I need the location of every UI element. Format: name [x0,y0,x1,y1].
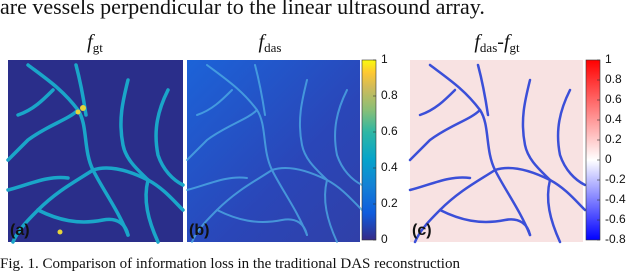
colorbar-tick-label: -0.4 [605,192,626,206]
title-operator: - [497,31,504,53]
title-subscript: das [264,40,281,55]
hotspot [57,229,63,235]
hotspot [80,105,86,111]
panel-title: fdas [259,31,282,55]
colorbar-tick-label: 0.4 [381,160,398,174]
colorbar [585,59,601,241]
title-subscript: gt [93,40,104,55]
colorbar-tick-label: -0.2 [605,172,626,186]
colorbar-tick-label: 0 [605,152,612,166]
colorbar-tick-label: 0.4 [605,112,622,126]
colorbar-tick-label: 0.8 [605,72,622,86]
title-symbol: f [504,31,512,53]
colorbar-tick-label: 0.8 [381,88,398,102]
panel-label: (b) [189,222,209,239]
title-symbol: f [474,31,482,53]
title-subscript: gt [510,40,521,55]
colorbar-tick-label: 0.6 [381,124,398,138]
panel-title: fdas-fgt [474,31,520,55]
panel-title: fgt [87,31,103,55]
title-subscript: das [480,40,497,55]
colorbar-tick-label: -0.6 [605,212,626,226]
header-text: are vessels perpendicular to the linear … [0,0,485,19]
panel-label: (a) [10,222,30,239]
colorbar [361,59,377,241]
colorbar-tick-label: 1 [605,52,612,66]
title-symbol: f [259,31,267,53]
title-symbol: f [87,31,95,53]
panel-label: (c) [412,222,432,239]
colorbar-tick-label: 0 [381,232,388,246]
colorbar-tick-label: 0.6 [605,92,622,106]
caption: Fig. 1. Comparison of information loss i… [0,256,460,272]
hotspot [75,109,81,115]
colorbar-tick-label: 1 [381,52,388,66]
colorbar-tick-label: 0.2 [381,196,398,210]
colorbar-tick-label: -0.8 [605,232,626,246]
colorbar-tick-label: 0.2 [605,132,622,146]
